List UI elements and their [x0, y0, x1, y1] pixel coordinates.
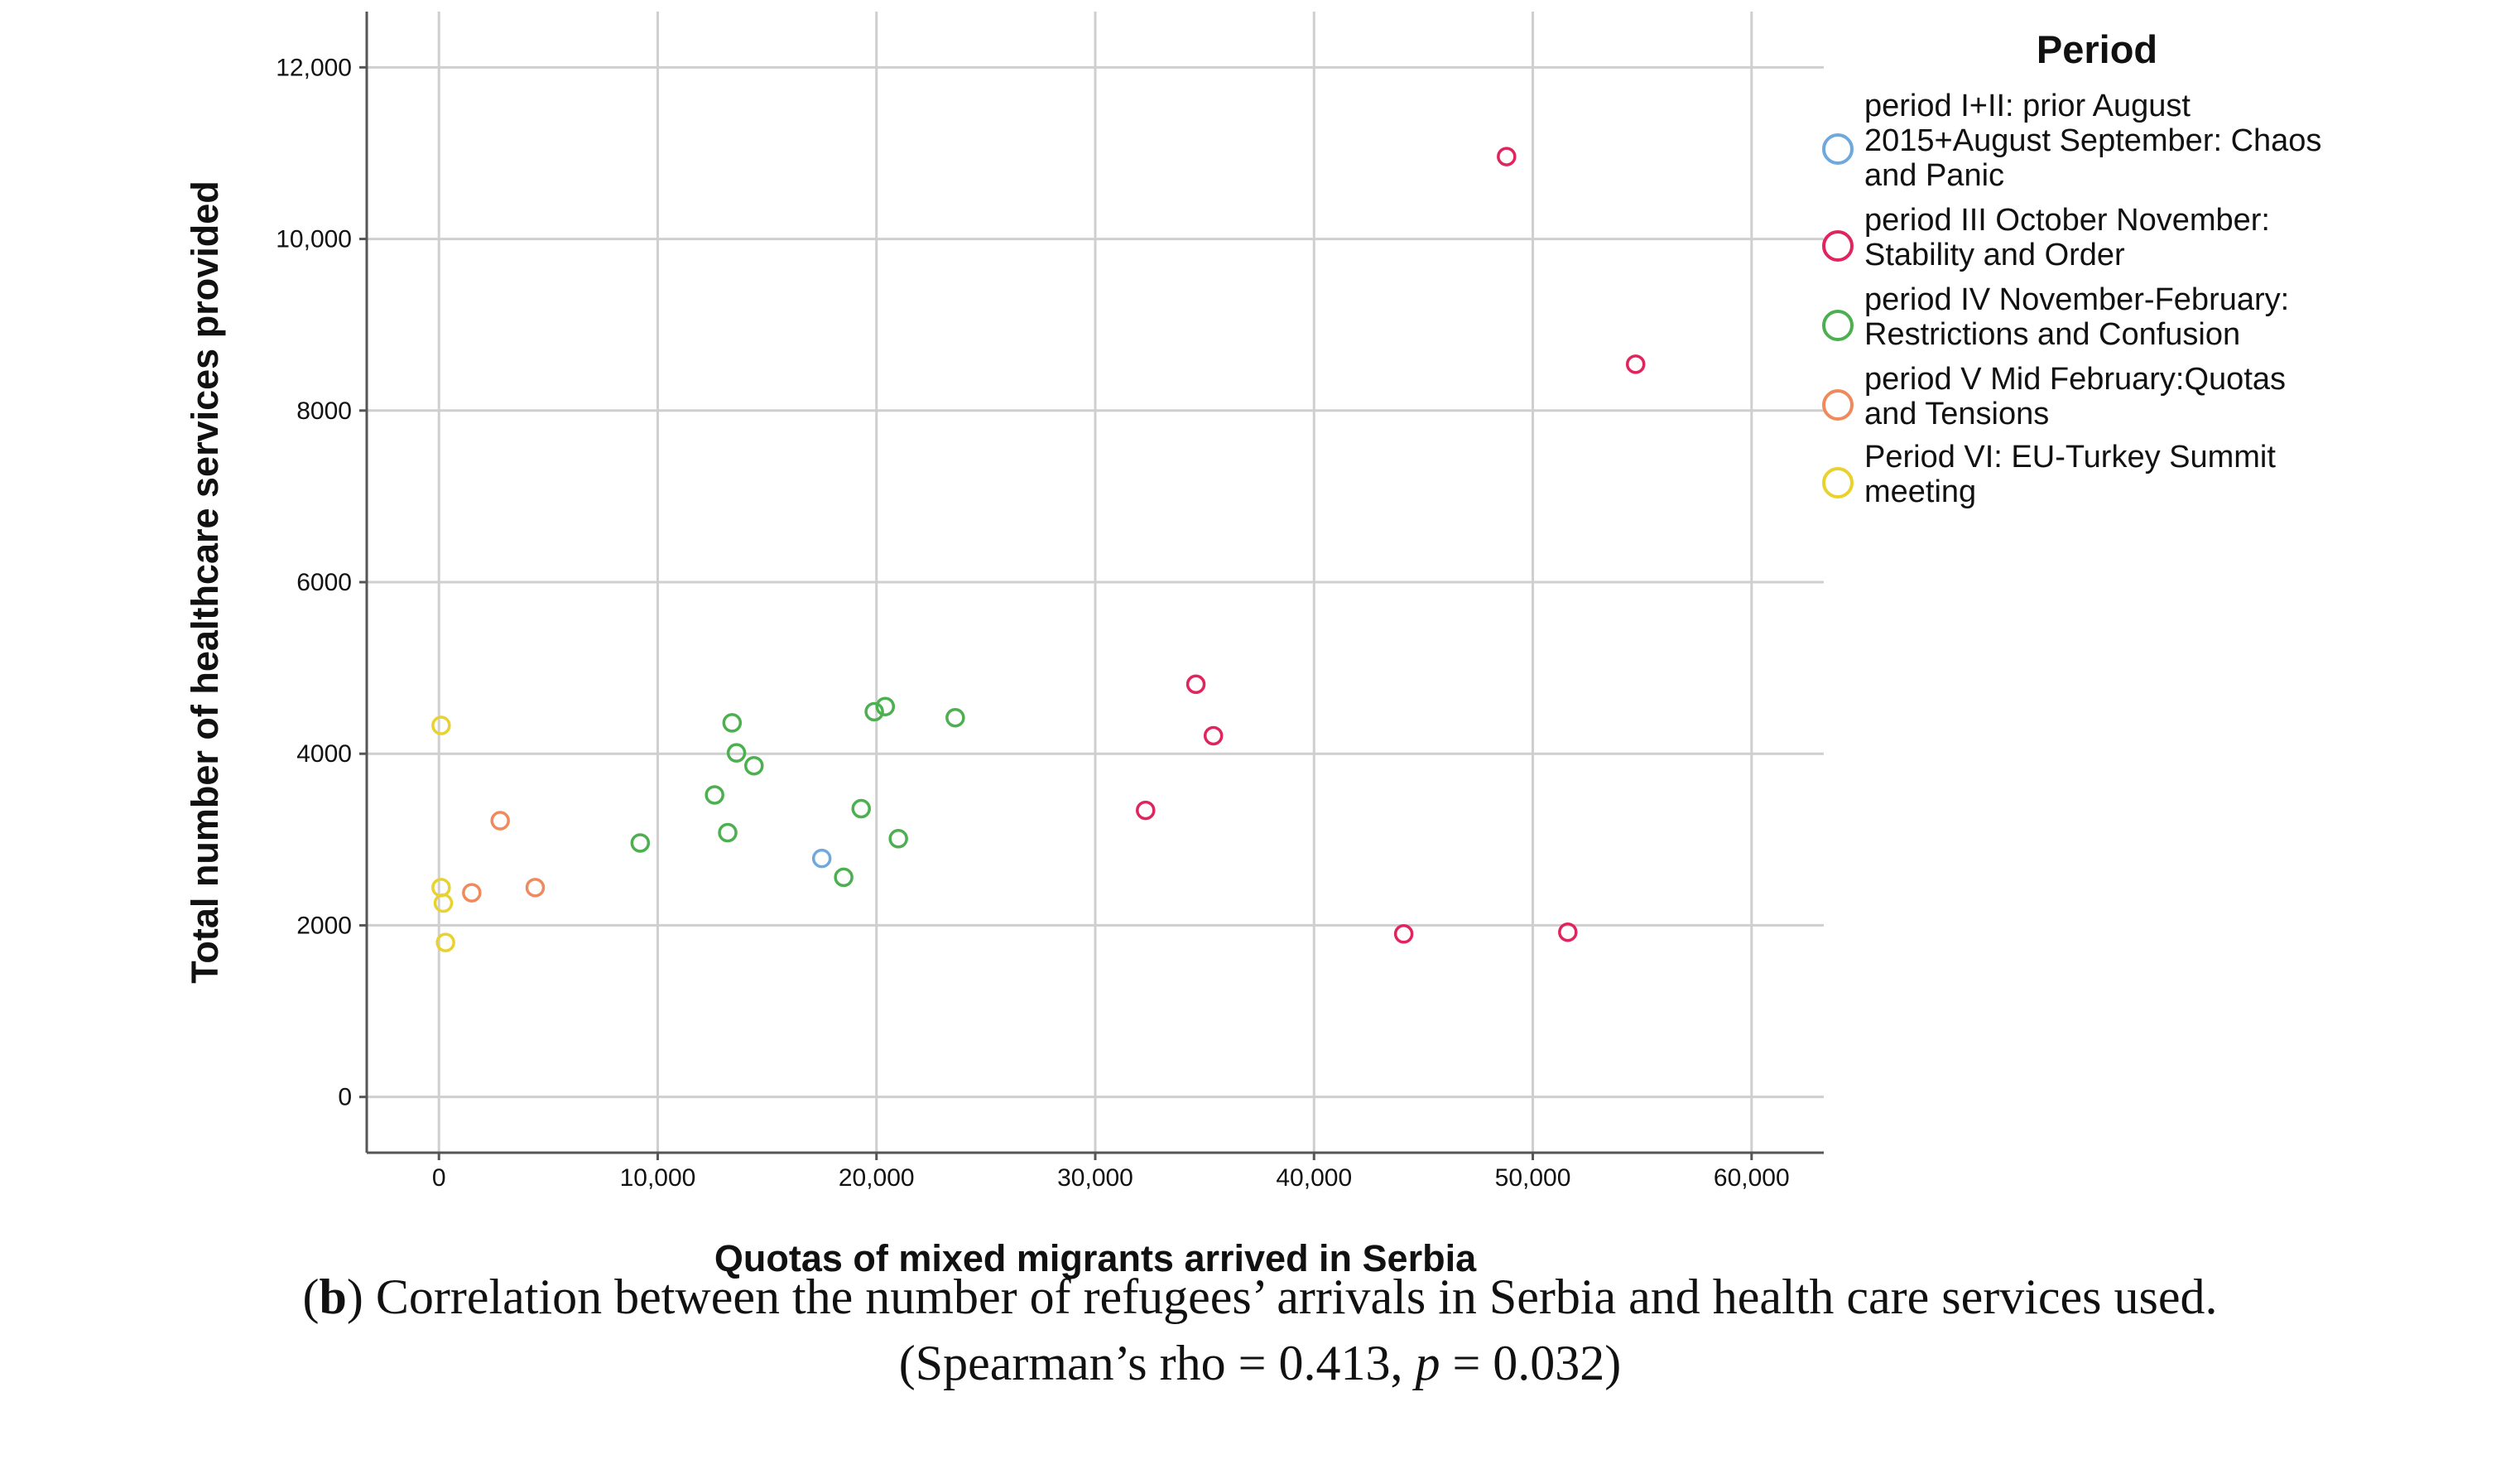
- y-tick-labels: 0 2000 4000 6000 8000 10,000 12,000: [276, 54, 367, 1111]
- legend-label: Period VI: EU-Turkey Summit: [1864, 440, 2276, 474]
- y-tick-label: 2000: [296, 912, 352, 939]
- data-point-series-2: [1497, 147, 1517, 166]
- data-point-series-2: [1185, 674, 1206, 695]
- x-tick-label: 50,000: [1495, 1164, 1571, 1192]
- legend-label: and Tensions: [1864, 397, 2049, 431]
- data-point-series-3: [726, 743, 747, 763]
- data-point-series-3: [864, 701, 884, 722]
- data-point-series-5: [431, 878, 451, 898]
- data-point-series-5: [431, 715, 451, 735]
- legend-title: Period: [2037, 27, 2157, 71]
- legend-marker: [1822, 467, 1854, 499]
- data-point-series-4: [462, 883, 482, 903]
- caption-p-symbol: p: [1415, 1336, 1440, 1390]
- data-point-series-3: [705, 785, 724, 805]
- legend-label: period IV November-February:: [1864, 282, 2289, 317]
- data-point-series-3: [718, 822, 738, 843]
- y-tick-label: 10,000: [276, 226, 352, 253]
- data-point-series-5: [433, 893, 454, 913]
- y-tick-label: 4000: [296, 740, 352, 768]
- x-tick-label: 60,000: [1714, 1164, 1790, 1192]
- legend-item-series-3: period IV November-February:Restrictions…: [1822, 282, 2289, 352]
- legend-label: period I+II: prior August: [1864, 89, 2191, 123]
- data-point-series-3: [875, 696, 896, 716]
- data-point-series-2: [1558, 922, 1578, 942]
- data-point-series-3: [630, 833, 651, 853]
- data-points: [431, 147, 1646, 952]
- data-point-series-3: [851, 798, 871, 819]
- data-point-series-3: [722, 713, 743, 733]
- legend-marker: [1822, 310, 1854, 341]
- x-tick-label: 40,000: [1276, 1164, 1352, 1192]
- legend-label: meeting: [1864, 474, 1976, 509]
- legend-label: period V Mid February:Quotas: [1864, 362, 2286, 397]
- legend-label: 2015+August September: Chaos: [1864, 123, 2321, 158]
- data-point-series-3: [834, 867, 854, 888]
- data-point-series-5: [435, 932, 455, 952]
- y-tick-label: 8000: [296, 397, 352, 425]
- figure-caption-line-2: (Spearman’s rho = 0.413, p = 0.032): [898, 1336, 1622, 1390]
- data-point-series-2: [1625, 354, 1646, 374]
- data-point-series-4: [525, 878, 546, 898]
- data-point-series-2: [1393, 924, 1414, 944]
- y-tick-label: 6000: [296, 569, 352, 596]
- legend-item-series-2: period III October November:Stability an…: [1822, 203, 2270, 272]
- y-tick-label: 0: [338, 1084, 352, 1111]
- legend-label: Restrictions and Confusion: [1864, 317, 2240, 352]
- y-tick-label: 12,000: [276, 54, 352, 81]
- data-point-series-3: [945, 707, 965, 728]
- x-tick-label: 30,000: [1057, 1164, 1133, 1192]
- legend: Period period I+II: prior August2015+Aug…: [1822, 27, 2321, 509]
- legend-marker: [1822, 389, 1854, 421]
- data-point-series-1: [811, 848, 832, 869]
- legend-label: and Panic: [1864, 158, 2004, 193]
- legend-label: Stability and Order: [1864, 238, 2125, 272]
- gridlines: [367, 12, 1824, 1153]
- data-point-series-2: [1203, 725, 1224, 746]
- data-point-series-4: [490, 811, 510, 831]
- caption-panel-letter: b: [319, 1269, 347, 1324]
- legend-label: period III October November:: [1864, 203, 2270, 238]
- legend-marker: [1822, 133, 1854, 165]
- scatter-chart: 0 10,000 20,000 30,000 40,000 50,000 60,000 0 2…: [184, 12, 2321, 1279]
- figure-caption-line-1: (b) Correlation between the number of re…: [302, 1269, 2218, 1324]
- x-axis-title: Quotas of mixed migrants arrived in Serb…: [714, 1237, 1477, 1279]
- data-point-series-2: [1136, 800, 1156, 821]
- y-axis-title: Total number of healthcare services prov…: [184, 181, 226, 983]
- data-point-series-3: [888, 829, 908, 849]
- x-tick-labels: 0 10,000 20,000 30,000 40,000 50,000 60,000: [432, 1153, 1790, 1192]
- data-point-series-3: [743, 755, 764, 776]
- x-tick-label: 10,000: [620, 1164, 696, 1192]
- legend-marker: [1822, 230, 1854, 262]
- x-tick-label: 0: [432, 1164, 446, 1192]
- x-tick-label: 20,000: [839, 1164, 915, 1192]
